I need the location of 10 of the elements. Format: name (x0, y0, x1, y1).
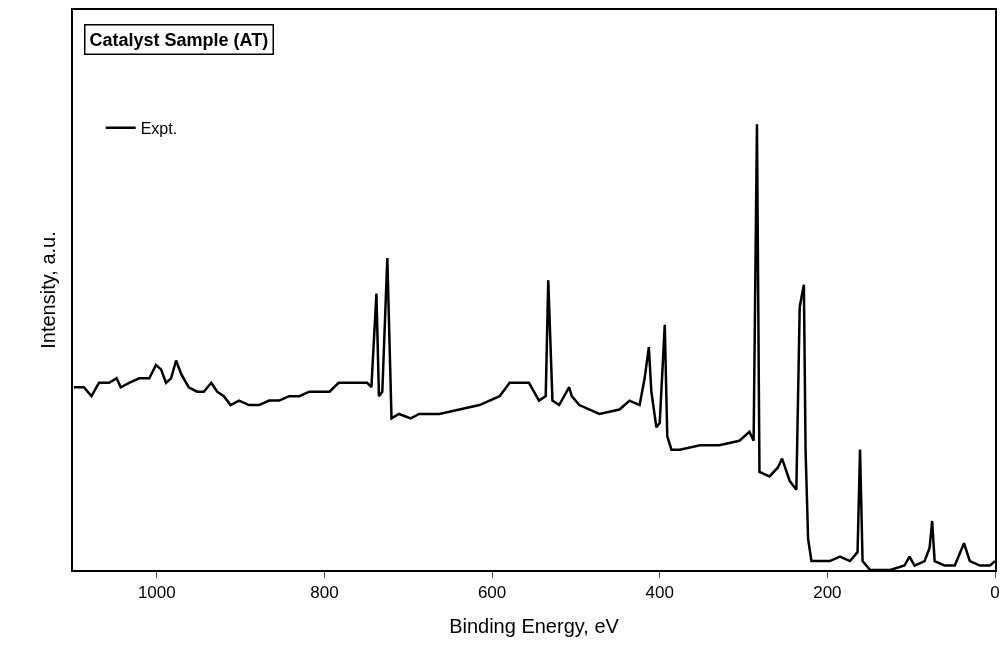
x-tick-label: 400 (645, 583, 674, 603)
y-axis-title: Intensity, a.u. (37, 231, 59, 349)
x-tick-label: 200 (813, 583, 842, 603)
x-axis-title: Binding Energy, eV (449, 615, 620, 638)
x-tick-label: 0 (990, 583, 1000, 603)
x-tick-label: 1000 (137, 583, 176, 603)
x-tick-label: 800 (310, 583, 339, 603)
x-tick-label: 600 (477, 583, 507, 603)
chart-title: Catalyst Sample (AT) (89, 29, 269, 50)
legend-label: Expt. (140, 119, 178, 137)
